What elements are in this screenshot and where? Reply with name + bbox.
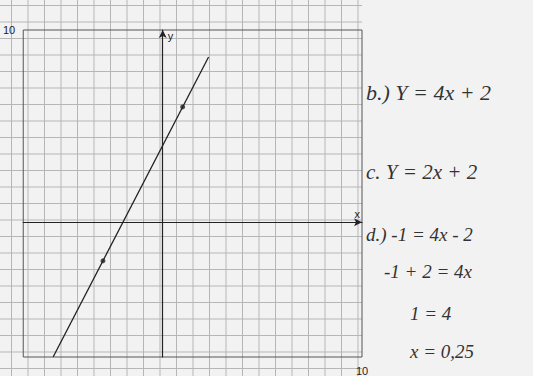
svg-text:10: 10 <box>356 365 368 376</box>
html-text:d.) -1 = 4x - 2: d.) -1 = 4x - 2 <box>366 224 473 245</box>
html-text:c. Y = 2x + 2: c. Y = 2x + 2 <box>366 160 478 184</box>
html-text:x = 0,25: x = 0,25 <box>410 341 474 362</box>
svg-text:y: y <box>168 30 174 42</box>
html-text:b.) Y = 4x + 2: b.) Y = 4x + 2 <box>366 80 491 105</box>
svg-text:10: 10 <box>3 24 15 36</box>
svg-text:x: x <box>355 208 361 220</box>
html-text:1 = 4: 1 = 4 <box>410 303 452 324</box>
html-text:-1 + 2 = 4x: -1 + 2 = 4x <box>384 261 472 282</box>
